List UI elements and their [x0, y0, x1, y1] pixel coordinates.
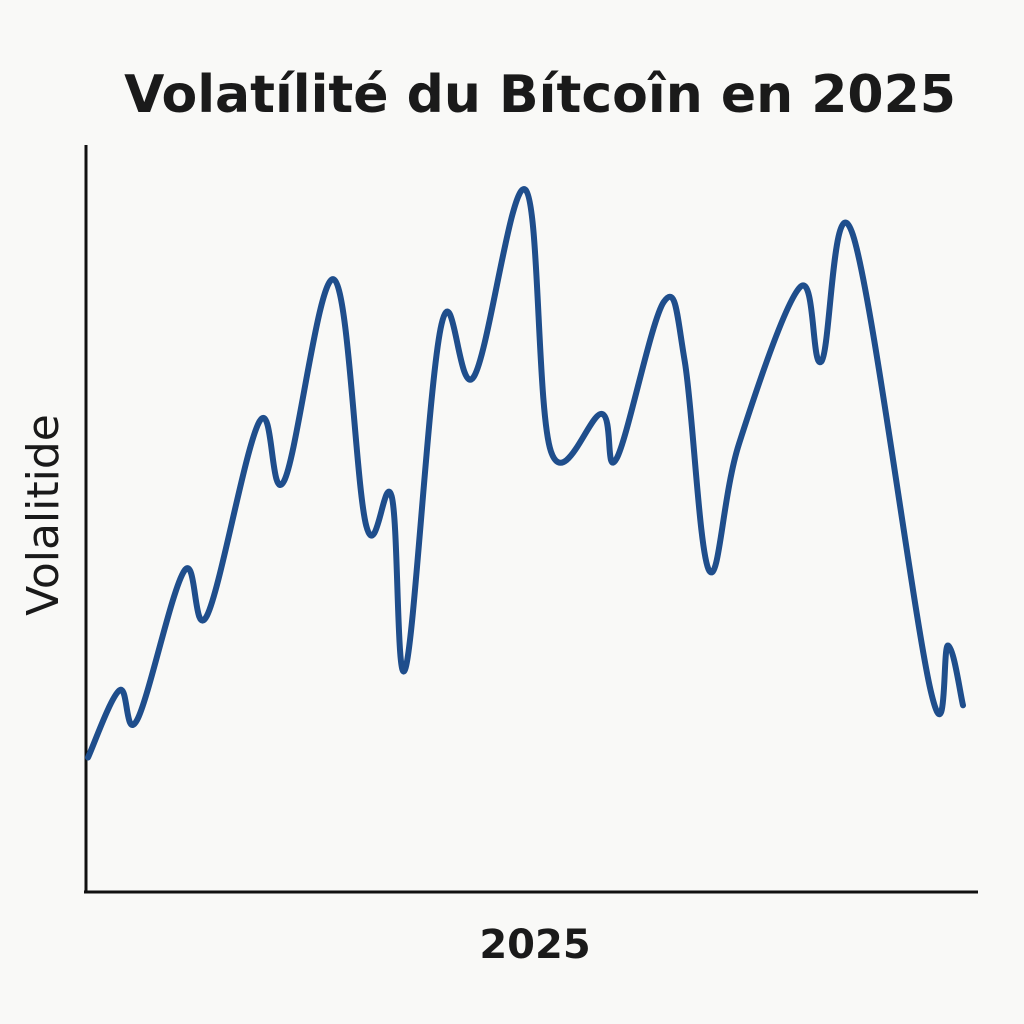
data-point-8 — [363, 523, 369, 529]
series-line-0 — [85, 186, 966, 761]
data-point-16 — [614, 456, 620, 462]
data-point-10 — [403, 665, 409, 671]
data-point-26 — [960, 702, 966, 708]
data-point-3 — [181, 568, 187, 574]
data-point-0 — [85, 755, 91, 761]
data-point-9 — [389, 493, 395, 499]
data-point-5 — [257, 418, 263, 424]
data-point-6 — [281, 478, 287, 484]
data-point-24 — [928, 687, 934, 693]
data-point-13 — [523, 187, 529, 193]
data-point-18 — [682, 359, 688, 365]
data-point-22 — [818, 359, 824, 365]
data-point-15 — [599, 411, 605, 417]
data-point-11 — [439, 321, 445, 327]
data-point-25 — [945, 643, 951, 649]
data-point-20 — [736, 441, 742, 447]
data-point-4 — [204, 613, 210, 619]
data-point-14 — [548, 448, 554, 454]
series-layer — [85, 186, 966, 761]
y-axis-label: Volalitide — [18, 414, 69, 616]
data-point-12 — [471, 374, 477, 380]
data-point-1 — [117, 687, 123, 693]
data-point-19 — [706, 568, 712, 574]
data-point-21 — [797, 284, 803, 290]
chart-title: Volatílité du Bítcoîn en 2025 — [124, 65, 956, 125]
data-point-7 — [331, 277, 337, 283]
x-axis-label: 2025 — [479, 922, 590, 968]
data-point-2 — [134, 717, 140, 723]
data-point-23 — [850, 232, 856, 238]
data-point-17 — [661, 299, 667, 305]
